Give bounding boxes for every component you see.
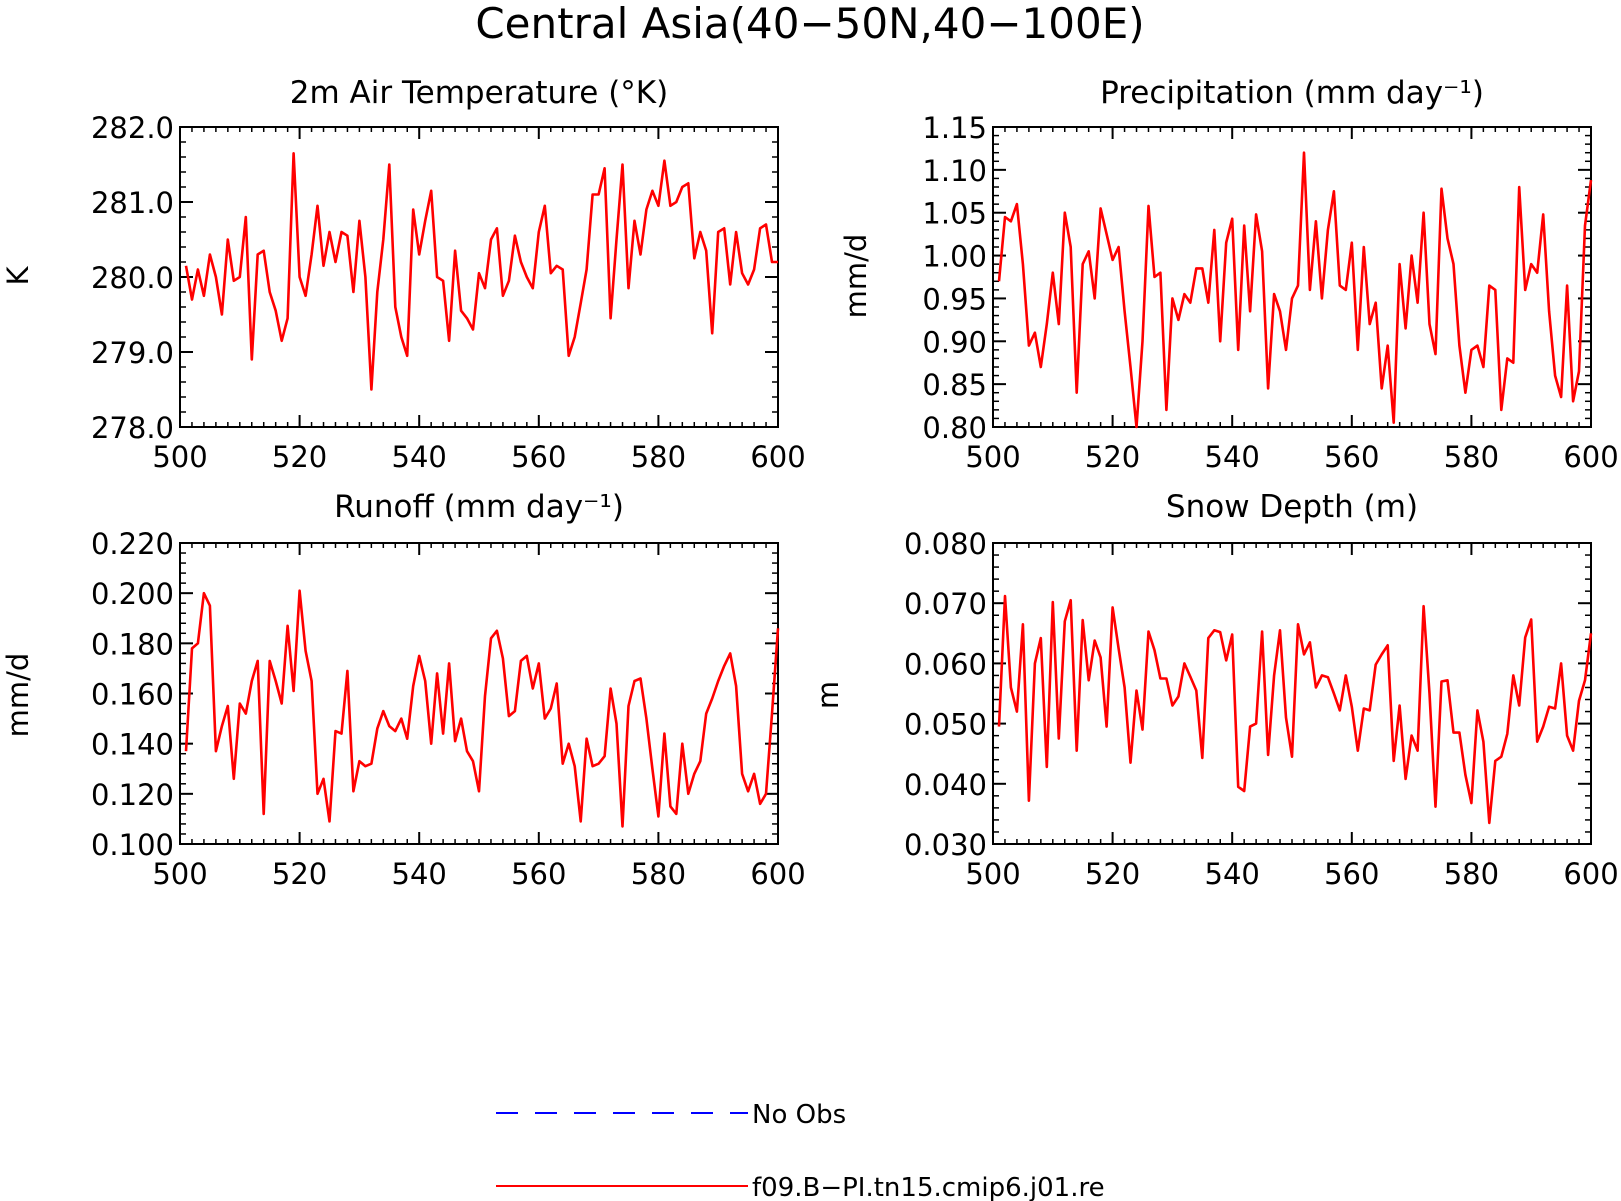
y-tick-label: 0.220 — [91, 527, 174, 561]
panel-title-precipitation: Precipitation (mm day⁻¹) — [1100, 75, 1484, 111]
x-tick-label: 540 — [1205, 440, 1260, 474]
y-tick-label: 280.0 — [91, 261, 174, 295]
series-line — [997, 594, 1593, 825]
y-tick-label: 0.060 — [904, 647, 987, 681]
panel-runoff: Runoff (mm day⁻¹) mm/d 500 520 540 560 580 60… — [1, 489, 806, 891]
x-tick-label: 560 — [1324, 857, 1379, 891]
series-line — [184, 589, 780, 828]
panel-air-temperature: 2m Air Temperature (°K) K 500 520 540 560 58… — [1, 75, 806, 474]
axes-frame — [992, 542, 1592, 845]
y-tick-label: 0.180 — [91, 627, 174, 661]
plot-area-runoff: 500 520 540 560 580 600 0.100 0.120 0.140 0.160 0.… — [91, 527, 806, 891]
y-tick-label: 0.040 — [904, 768, 987, 802]
x-tick-label: 580 — [631, 440, 686, 474]
x-tick-label: 560 — [1324, 440, 1379, 474]
y-tick-label: 1.05 — [922, 197, 987, 231]
x-tick-label: 520 — [1085, 440, 1140, 474]
y-tick-label: 1.00 — [922, 240, 987, 274]
legend-label-model: f09.B−PI.tn15.cmip6.j01.re — [752, 1173, 1105, 1201]
y-tick-label: 0.80 — [922, 411, 987, 445]
x-tick-label: 560 — [511, 440, 566, 474]
legend-label-no-obs: No Obs — [752, 1100, 846, 1130]
y-tick-label: 0.140 — [91, 728, 174, 762]
x-tick-label: 500 — [152, 857, 207, 891]
y-tick-label: 0.120 — [91, 778, 174, 812]
y-tick-label: 282.0 — [91, 111, 174, 145]
x-tick-label: 560 — [511, 857, 566, 891]
x-tick-label: 600 — [1563, 857, 1618, 891]
x-tick-label: 580 — [1444, 440, 1499, 474]
x-tick-label: 600 — [750, 857, 805, 891]
panel-snow-depth: Snow Depth (m) m 500 520 540 560 580 600 0.030… — [811, 489, 1619, 891]
x-tick-label: 600 — [1563, 440, 1618, 474]
y-tick-label: 0.90 — [922, 325, 987, 359]
plot-area-air-temperature: 500 520 540 560 580 600 278.0 279.0 280.0 281.0 28… — [91, 111, 806, 474]
y-tick-label: 279.0 — [91, 336, 174, 370]
x-tick-label: 580 — [1444, 857, 1499, 891]
x-tick-label: 580 — [631, 857, 686, 891]
y-tick-label: 0.95 — [922, 282, 987, 316]
y-tick-label: 0.050 — [904, 708, 987, 742]
y-tick-label: 0.080 — [904, 527, 987, 561]
y-axis-label-precipitation: mm/d — [839, 234, 873, 319]
series-line — [997, 151, 1593, 429]
y-tick-label: 0.070 — [904, 587, 987, 621]
plot-area-precipitation: 500 520 540 560 580 600 0.80 0.85 0.90 0.95 1.00 1.… — [922, 111, 1618, 474]
y-tick-label: 1.10 — [922, 154, 987, 188]
y-tick-label: 278.0 — [91, 411, 174, 445]
panel-title-snow-depth: Snow Depth (m) — [1166, 489, 1418, 525]
x-tick-label: 500 — [965, 440, 1020, 474]
x-tick-label: 540 — [1205, 857, 1260, 891]
x-tick-label: 520 — [272, 857, 327, 891]
x-tick-label: 520 — [272, 440, 327, 474]
y-tick-label: 1.15 — [922, 111, 987, 145]
y-tick-label: 0.030 — [904, 828, 987, 862]
panel-precipitation: Precipitation (mm day⁻¹) mm/d 500 520 540 5… — [839, 75, 1619, 474]
y-tick-label: 0.160 — [91, 678, 174, 712]
x-tick-label: 500 — [152, 440, 207, 474]
y-axis-label-snow-depth: m — [811, 681, 845, 709]
figure-title: Central Asia(40−50N,40−100E) — [475, 0, 1144, 48]
panel-title-air-temperature: 2m Air Temperature (°K) — [290, 75, 668, 111]
panel-title-runoff: Runoff (mm day⁻¹) — [334, 489, 624, 525]
legend: No Obs f09.B−PI.tn15.cmip6.j01.re — [496, 1100, 1105, 1201]
x-tick-label: 520 — [1085, 857, 1140, 891]
y-tick-label: 0.100 — [91, 828, 174, 862]
y-tick-label: 281.0 — [91, 186, 174, 220]
series-line — [184, 152, 778, 391]
y-axis-label-air-temperature: K — [1, 266, 35, 286]
y-tick-label: 0.200 — [91, 577, 174, 611]
plot-area-snow-depth: 500 520 540 560 580 600 0.030 0.040 0.050 0.060 0.… — [904, 527, 1619, 891]
x-tick-label: 500 — [965, 857, 1020, 891]
y-tick-label: 0.85 — [922, 368, 987, 402]
y-axis-label-runoff: mm/d — [1, 653, 35, 738]
x-tick-label: 540 — [392, 857, 447, 891]
x-tick-label: 540 — [392, 440, 447, 474]
x-tick-label: 600 — [750, 440, 805, 474]
